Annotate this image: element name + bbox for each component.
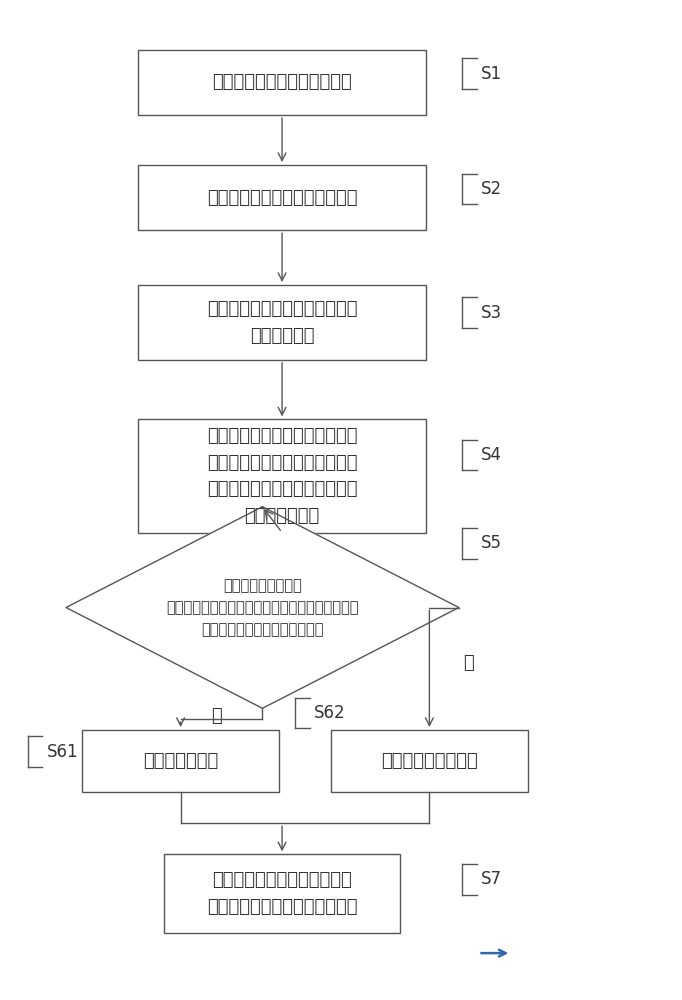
- Bar: [164, 854, 400, 933]
- Text: 基于重叠区域的背景图像计算最
优初始缝合线: 基于重叠区域的背景图像计算最 优初始缝合线: [207, 300, 357, 345]
- Text: S62: S62: [314, 704, 345, 722]
- Text: 是: 是: [211, 707, 222, 725]
- Text: 分离重叠区域的前景和背景图像: 分离重叠区域的前景和背景图像: [207, 189, 357, 207]
- Text: 更新最优缝合线: 更新最优缝合线: [143, 752, 218, 770]
- Text: S7: S7: [480, 870, 501, 888]
- Bar: [138, 50, 426, 115]
- Text: 计算空间相邻图像的重叠区域: 计算空间相邻图像的重叠区域: [212, 73, 352, 91]
- Bar: [83, 730, 279, 792]
- Bar: [138, 165, 426, 230]
- Bar: [138, 419, 426, 533]
- Text: S1: S1: [480, 65, 501, 83]
- Text: S2: S2: [480, 180, 501, 198]
- Text: 根据最优缝合线对图像进行融
合，从而得到拼接后的全景图像: 根据最优缝合线对图像进行融 合，从而得到拼接后的全景图像: [207, 871, 357, 916]
- Bar: [138, 285, 426, 360]
- Text: 否: 否: [463, 654, 474, 672]
- Text: S4: S4: [480, 446, 501, 464]
- Text: 分别计算重叠区域前后帧缝合线
上所有像素点的梯度值之差，并
根据梯度值之差判断每一像素点
是否为运动像素: 分别计算重叠区域前后帧缝合线 上所有像素点的梯度值之差，并 根据梯度值之差判断每…: [207, 427, 357, 525]
- Text: S3: S3: [480, 304, 501, 322]
- Text: 保持当前最优缝合线: 保持当前最优缝合线: [381, 752, 478, 770]
- Polygon shape: [66, 507, 459, 708]
- Text: S5: S5: [480, 534, 501, 552]
- Bar: [331, 730, 528, 792]
- Text: 对缝合线上运动像素
点进行求和，并与预设阈值进行比较，并判断运动
像素点之和是否大于预设阈值，: 对缝合线上运动像素 点进行求和，并与预设阈值进行比较，并判断运动 像素点之和是否…: [166, 578, 359, 637]
- Text: S61: S61: [46, 743, 78, 761]
